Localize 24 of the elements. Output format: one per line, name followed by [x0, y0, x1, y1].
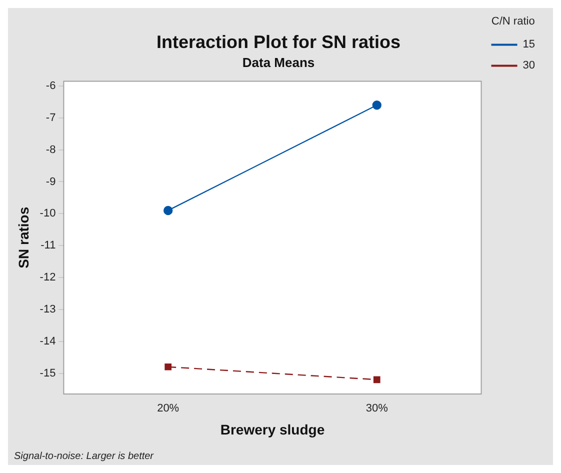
chart-subtitle: Data Means	[242, 54, 315, 70]
y-tick-label: -14	[40, 335, 56, 348]
y-tick-label: -11	[40, 240, 56, 252]
y-tick-label: -15	[40, 367, 56, 380]
y-tick-label: -9	[46, 176, 56, 188]
x-tick-label: 30%	[366, 402, 388, 415]
y-tick-label: -10	[40, 208, 56, 220]
y-tick-label: -6	[46, 80, 56, 92]
x-axis-title: Brewery sludge	[220, 421, 325, 438]
legend-label: 30	[522, 60, 536, 72]
y-tick-label: -8	[46, 144, 56, 156]
point	[373, 376, 380, 384]
text: Signal-to-noise: Larger is better	[14, 450, 154, 462]
point	[372, 100, 382, 110]
point	[164, 363, 172, 370]
y-axis-title: SN ratios	[15, 206, 32, 268]
legend-label: 15	[522, 38, 536, 51]
legend-title: C/N ratio	[491, 16, 535, 28]
x-tick-label: 20%	[157, 402, 180, 415]
point	[163, 206, 173, 216]
chart-title: Interaction Plot for SN ratios	[156, 32, 401, 52]
y-tick-label: -7	[46, 112, 56, 124]
y-tick-label: -12	[40, 272, 56, 284]
y-tick-label: -13	[40, 303, 56, 316]
